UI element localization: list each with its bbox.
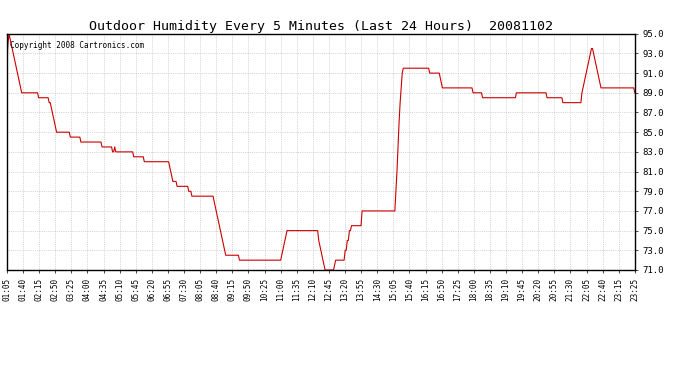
Title: Outdoor Humidity Every 5 Minutes (Last 24 Hours)  20081102: Outdoor Humidity Every 5 Minutes (Last 2… [89,20,553,33]
Text: Copyright 2008 Cartronics.com: Copyright 2008 Cartronics.com [10,41,144,50]
